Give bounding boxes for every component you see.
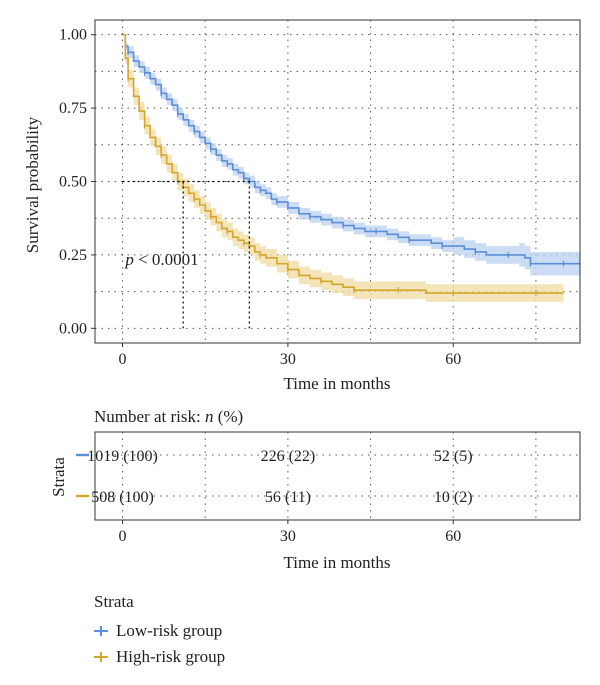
y-tick-label: 0.50 xyxy=(59,174,87,191)
high-risk-key-icon xyxy=(94,650,108,664)
high-risk-risk-count: 508 (100) xyxy=(91,489,154,506)
plot-layer: p < 0.0001 0.00 0.25 0.50 0.75 1.00 0 30 60 xyxy=(59,19,581,368)
x-tick-label: 60 xyxy=(445,351,461,368)
strata-axis-title-svg: Strata xyxy=(49,457,68,497)
y-axis-title-group: Survival probability xyxy=(23,116,42,253)
high-risk-survival-curve xyxy=(122,33,564,294)
p-value-annotation: p < 0.0001 xyxy=(124,250,198,269)
legend-label-high-risk: High-risk group xyxy=(116,647,226,666)
risk-table-title: Number at risk: n (%) xyxy=(94,407,243,426)
low-risk-risk-count: 1019 (100) xyxy=(87,448,158,465)
high-risk-key-tick xyxy=(100,652,102,662)
y-tick-label: 0.75 xyxy=(59,100,87,117)
low-risk-key-tick xyxy=(100,626,102,636)
risk-table-x-title: Time in months xyxy=(283,553,390,572)
risk-table-title-plain: Number at risk: xyxy=(94,407,201,426)
risk-table: Number at risk: n (%) Time in months 101… xyxy=(76,407,581,572)
risk-table-title-pct: (%) xyxy=(218,407,243,426)
high-risk-risk-count: 56 (11) xyxy=(265,489,311,506)
y-axis-title: Survival probability xyxy=(23,116,42,253)
legend-title: Strata xyxy=(94,592,134,611)
x-tick-label: 30 xyxy=(280,351,296,368)
risk-table-title-n: n xyxy=(205,407,214,426)
legend-item-high-risk: High-risk group xyxy=(94,644,394,670)
risk-table-x-tick-label: 0 xyxy=(119,528,127,545)
low-risk-confidence-band xyxy=(122,34,580,276)
risk-table-x-tick-label: 30 xyxy=(280,528,296,545)
legend-label-low-risk: Low-risk group xyxy=(116,621,223,640)
high-risk-risk-count: 10 (2) xyxy=(434,489,473,506)
p-value-symbol: p xyxy=(124,250,134,269)
strata-axis-title: Strata xyxy=(49,457,68,497)
low-risk-key-icon xyxy=(94,624,108,638)
low-risk-risk-count: 52 (5) xyxy=(434,448,473,465)
risk-table-layer: 1019 (100) 226 (22) 52 (5) 508 (100) 56 (11)… xyxy=(76,431,581,545)
x-tick-label: 0 xyxy=(119,351,127,368)
legend: Strata Low-risk group High-risk group xyxy=(94,592,394,670)
survival-chart: Survival probability Time in months p < … xyxy=(23,19,581,393)
y-tick-label: 1.00 xyxy=(59,27,87,44)
y-tick-label: 0.00 xyxy=(59,320,87,337)
p-value-text: < 0.0001 xyxy=(134,250,199,269)
risk-table-frame xyxy=(94,431,581,521)
risk-table-x-tick-label: 60 xyxy=(445,528,461,545)
x-axis-title: Time in months xyxy=(283,374,390,393)
legend-item-low-risk: Low-risk group xyxy=(94,618,394,644)
y-tick-label: 0.25 xyxy=(59,247,87,264)
low-risk-risk-count: 226 (22) xyxy=(261,448,316,465)
